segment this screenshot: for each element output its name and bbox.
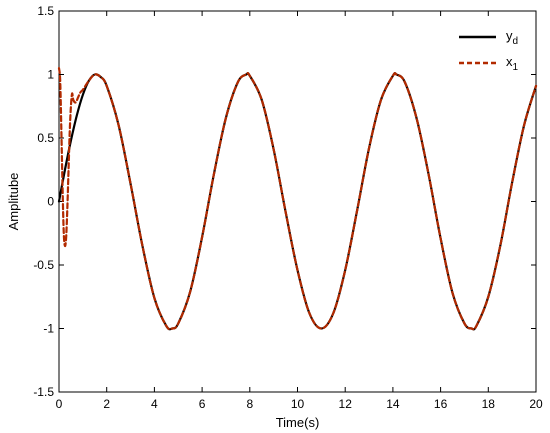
legend-label-yd: yd bbox=[506, 28, 518, 47]
y-tick-label: -1 bbox=[43, 322, 54, 336]
y-axis-label: Amplitube bbox=[6, 173, 21, 231]
legend-label-x1-subscript: 1 bbox=[513, 62, 519, 73]
x-tick-label: 14 bbox=[386, 397, 400, 411]
y-tick-label: -1.5 bbox=[33, 385, 54, 399]
series-lines bbox=[57, 67, 538, 331]
y-tick-label: 0 bbox=[47, 195, 54, 209]
x-tick-label: 16 bbox=[434, 397, 448, 411]
x-tick-label: 18 bbox=[482, 397, 496, 411]
axis-ticks: 0 2 4 6 8 10 12 14 16 18 20 -1.5 -1 -0.5 0 0.5 1 1.5 bbox=[33, 4, 543, 411]
legend: yd x1 bbox=[459, 28, 519, 73]
x-tick-label: 6 bbox=[199, 397, 206, 411]
legend-label-yd-base: y bbox=[506, 28, 513, 43]
legend-label-x1: x1 bbox=[506, 54, 519, 73]
x-tick-label: 20 bbox=[529, 397, 543, 411]
y-tick-label: 1.5 bbox=[37, 4, 54, 18]
x-tick-label: 8 bbox=[246, 397, 253, 411]
x-axis-label: Time(s) bbox=[276, 415, 320, 430]
x-tick-label: 0 bbox=[56, 397, 63, 411]
y-tick-label: -0.5 bbox=[33, 258, 54, 272]
y-tick-label: 1 bbox=[47, 68, 54, 82]
y-tick-label: 0.5 bbox=[37, 131, 54, 145]
plot-area bbox=[58, 10, 537, 393]
legend-label-x1-base: x bbox=[506, 54, 513, 69]
x-tick-label: 12 bbox=[339, 397, 353, 411]
x-tick-label: 2 bbox=[103, 397, 110, 411]
legend-label-yd-subscript: d bbox=[513, 36, 519, 47]
x-tick-label: 4 bbox=[151, 397, 158, 411]
series-line-x1 bbox=[57, 67, 538, 331]
x-tick-label: 10 bbox=[291, 397, 305, 411]
